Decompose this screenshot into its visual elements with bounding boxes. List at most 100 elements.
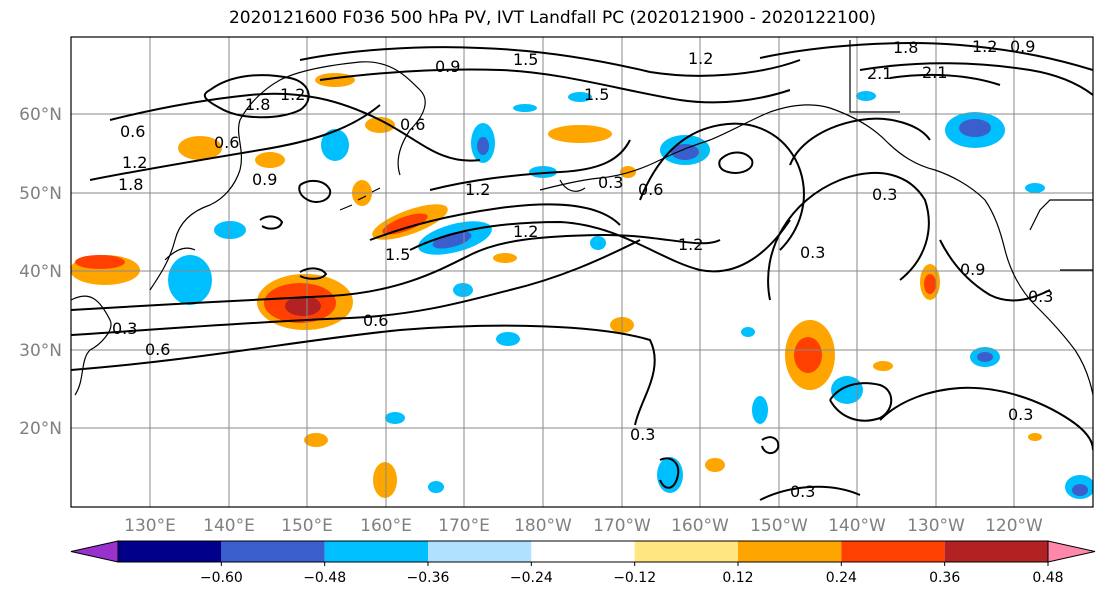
colorbar-bin [841,541,945,562]
warm-anomaly [493,253,517,263]
cold-anomaly [513,104,537,112]
cold-anomaly [477,137,489,155]
map-title: 2020121600 F036 500 hPa PV, IVT Landfall… [228,8,876,28]
contour-label: 0.9 [252,170,277,189]
warm-anomaly [255,152,285,168]
colorbar: −0.60 −0.48 −0.36 −0.24 −0.12 0.12 0.24 0.36 0.4… [70,540,1096,586]
colorbar-tick-label: −0.36 [407,570,450,586]
warm-anomaly [924,274,936,294]
contour-label: 1.5 [584,85,609,104]
contour-label: 1.5 [513,50,538,69]
contour-label: 1.2 [972,37,997,56]
warm-anomaly [548,125,612,143]
lon-label: 150°E [281,516,333,536]
cold-anomaly [428,481,444,493]
lon-label: 140°W [828,516,886,536]
lat-label: 50°N [19,184,62,204]
cold-anomaly [590,236,606,250]
colorbar-bin [118,541,222,562]
colorbar-tick-label: −0.60 [200,570,243,586]
lon-label: 170°E [438,516,490,536]
contour-label: 1.2 [513,222,538,241]
contour-label: 1.2 [122,153,147,172]
contour-label: 0.3 [630,425,655,444]
contour-label: 0.6 [120,122,145,141]
contour-label: 0.6 [145,340,170,359]
warm-anomaly [705,458,725,472]
pv-contours [71,42,1093,501]
cold-anomaly [1025,183,1045,193]
warm-anomaly [365,117,395,133]
warm-anomaly [285,296,321,316]
cold-anomaly [752,396,768,424]
cold-anomaly [214,221,246,239]
contour-label: 1.8 [893,38,918,57]
map-frame [70,36,1094,508]
cold-anomaly [496,332,520,346]
colorbar-bin [324,541,428,562]
lon-label: 160°E [360,516,412,536]
lat-label: 40°N [19,262,62,282]
cold-anomaly [959,119,991,137]
contour-label: 0.3 [1028,287,1053,306]
cold-anomaly [432,231,472,249]
contour-label: 1.2 [678,235,703,254]
contour-label: 1.5 [385,245,410,264]
colorbar-tick-label: −0.24 [510,570,553,586]
lon-label: 130°E [124,516,176,536]
latitude-axis: 60°N 50°N 40°N 30°N 20°N [19,105,62,439]
lat-label: 60°N [19,105,62,125]
lon-label: 150°W [750,516,808,536]
lon-label: 130°W [907,516,965,536]
longitude-axis: 130°E 140°E 150°E 160°E 170°E 180°W 170°… [124,516,1043,536]
colorbar-bin [221,541,325,562]
lat-label: 20°N [19,419,62,439]
cold-anomaly [671,144,699,160]
colorbar-tick-label: −0.12 [613,570,656,586]
cold-anomaly [568,92,592,102]
colorbar-tick-label: 0.36 [929,570,960,586]
lon-label: 140°E [203,516,255,536]
colorbar-bin [944,541,1048,562]
lon-label: 120°W [985,516,1043,536]
contour-label: 0.6 [400,115,425,134]
cold-anomaly [453,283,473,297]
warm-anomaly [304,433,328,447]
warm-anomaly [1028,433,1042,441]
colorbar-extend-high [1047,540,1096,563]
contour-label: 0.9 [960,260,985,279]
cold-anomaly [831,376,863,404]
warm-anomaly [178,136,222,160]
cold-anomaly [741,327,755,337]
contour-label: 0.6 [214,133,239,152]
colorbar-tick-label: −0.48 [303,570,346,586]
colorbar-tick-label: 0.24 [826,570,857,586]
contour-label: 0.9 [435,57,460,76]
contour-label: 0.3 [872,185,897,204]
cold-anomaly [168,255,212,305]
contour-label: 0.6 [638,180,663,199]
contour-label: 1.2 [688,49,713,68]
warm-anomaly [75,255,125,269]
contour-label: 0.9 [1010,37,1035,56]
colorbar-bin [531,541,635,562]
lon-label: 160°W [671,516,729,536]
contour-label: 2.1 [922,63,947,82]
contour-label: 0.3 [800,243,825,262]
contour-label: 0.3 [112,319,137,338]
contour-label: 1.8 [245,95,270,114]
colorbar-frame [117,540,1049,563]
colorbar-bin [634,541,738,562]
cold-anomaly [977,352,993,362]
lat-label: 30°N [19,341,62,361]
warm-anomaly [382,213,428,235]
warm-anomaly [373,462,397,498]
cold-anomaly [321,129,349,161]
contour-label: 2.1 [867,64,892,83]
contour-labels: 0.6 1.8 1.2 0.9 1.5 1.2 1.8 2.1 1.2 0.9 … [112,37,1053,501]
warm-anomaly [873,361,893,371]
cold-anomaly [1072,484,1088,496]
contour-label: 0.6 [363,311,388,330]
contour-label: 1.2 [280,85,305,104]
